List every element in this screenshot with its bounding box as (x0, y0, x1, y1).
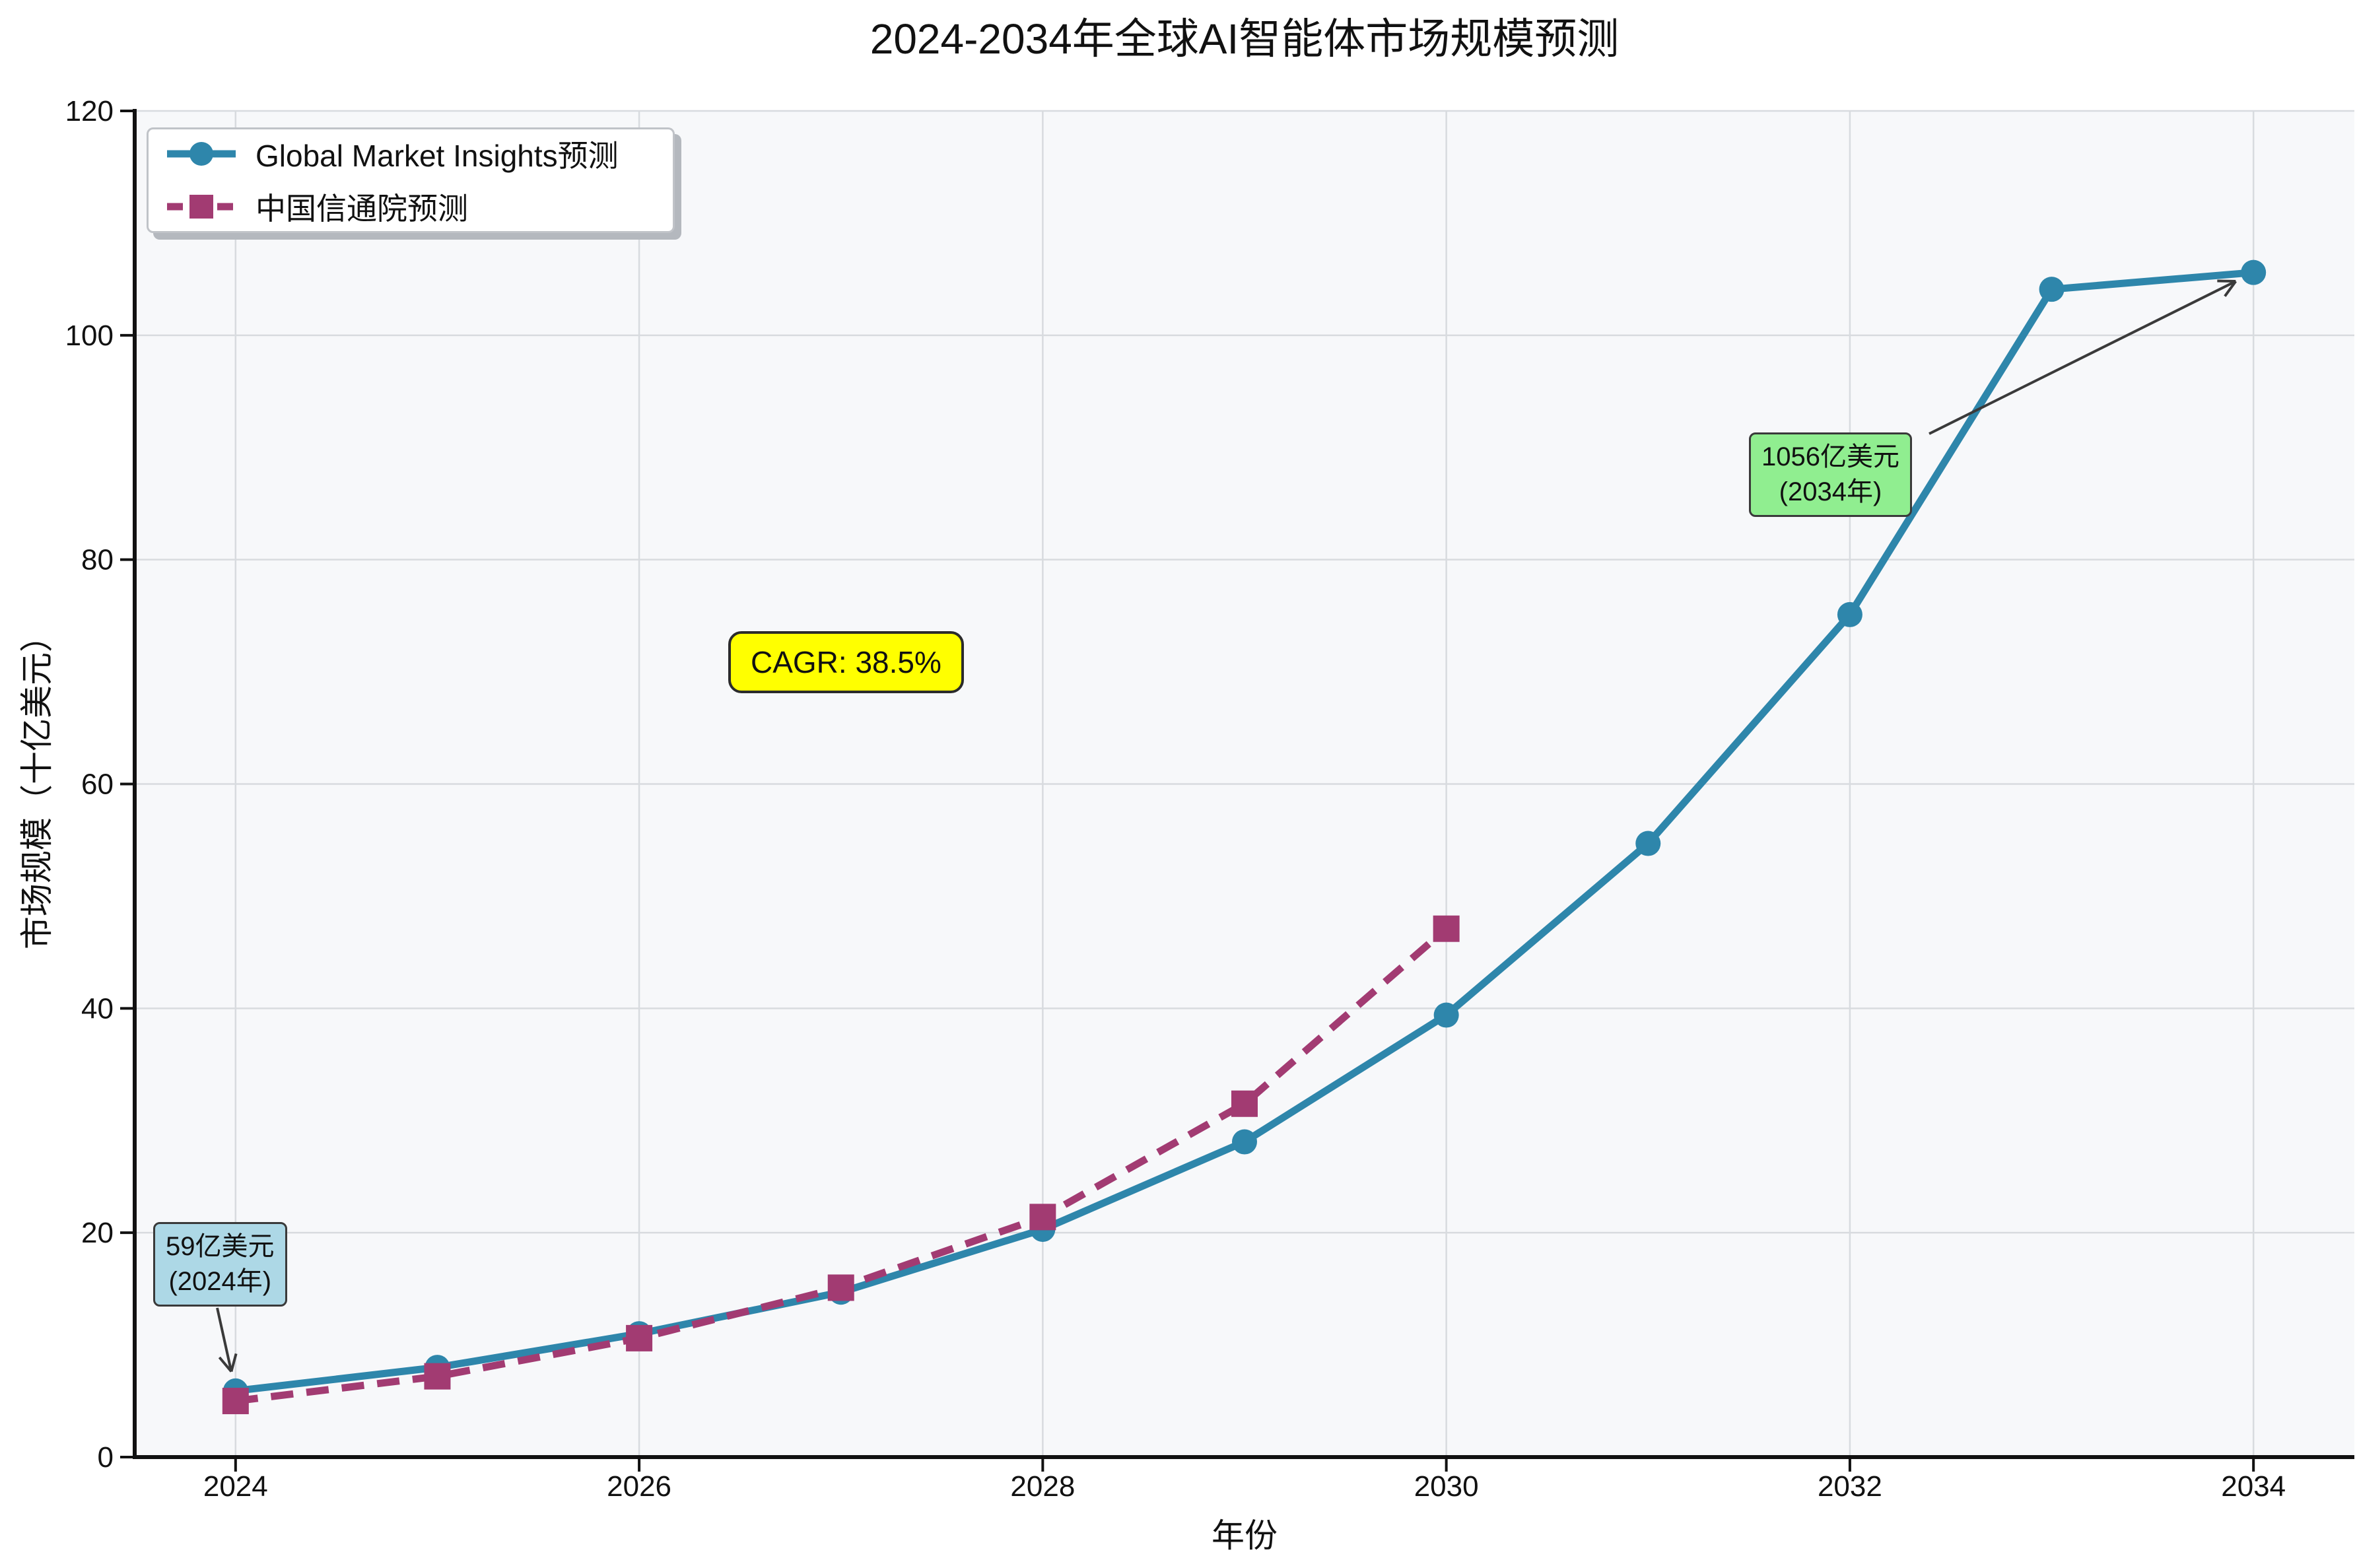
annotation-2024-value: 59亿美元 (2024年) (153, 1222, 287, 1307)
data-point-circle (1837, 601, 1862, 627)
annotation-arrowhead (230, 1353, 238, 1372)
legend-line-circle-icon (167, 142, 236, 166)
chart-title: 2024-2034年全球AI智能体市场规模预测 (870, 15, 1620, 63)
annotation-arrowhead (2217, 279, 2236, 283)
annotation-2024-line1: 59亿美元 (166, 1232, 275, 1261)
legend: Global Market Insights预测 中国信通院预测 (147, 127, 675, 233)
legend-line-square-icon (167, 195, 236, 219)
y-axis-label: 市场规模（十亿美元） (18, 619, 55, 949)
y-tick-label: 100 (65, 320, 114, 352)
data-point-circle (2241, 259, 2267, 285)
data-point-square (1231, 1090, 1258, 1117)
y-tick-label: 0 (98, 1441, 114, 1474)
annotation-arrow (1929, 280, 2237, 435)
data-point-circle (2039, 277, 2065, 302)
x-tick-label: 2024 (203, 1470, 268, 1503)
y-tick-label: 80 (81, 544, 114, 576)
x-tick-label: 2026 (607, 1470, 671, 1503)
annotation-2024-line2: (2024年) (168, 1266, 272, 1296)
annotation-2034-line2: (2034年) (1779, 477, 1882, 506)
data-point-square (827, 1274, 854, 1301)
data-point-square (424, 1363, 451, 1390)
annotation-2034-value: 1056亿美元 (2034年) (1749, 432, 1912, 517)
x-tick-label: 2028 (1010, 1470, 1075, 1503)
annotation-arrowhead (218, 1356, 232, 1373)
data-point-circle (1635, 831, 1661, 856)
y-tick-label: 120 (65, 95, 114, 127)
data-point-square (1029, 1204, 1056, 1231)
legend-item-caict: 中国信通院预测 (164, 185, 673, 228)
y-tick-label: 60 (81, 768, 114, 801)
data-point-circle (1433, 1002, 1459, 1028)
annotation-arrow (216, 1307, 233, 1372)
y-tick-label: 20 (81, 1217, 114, 1249)
legend-item-gmi: Global Market Insights预测 (164, 132, 673, 176)
annotation-arrowhead (2224, 280, 2237, 297)
data-point-square (1433, 915, 1460, 942)
x-axis-label: 年份 (1212, 1517, 1278, 1554)
data-point-square (222, 1388, 249, 1415)
data-point-circle (1232, 1129, 1257, 1155)
y-tick-label: 40 (81, 992, 114, 1025)
x-tick-label: 2034 (2221, 1470, 2286, 1503)
annotation-2034-line1: 1056亿美元 (1761, 442, 1899, 471)
x-tick-label: 2030 (1414, 1470, 1479, 1503)
legend-label-caict: 中国信通院预测 (256, 191, 468, 226)
data-point-square (626, 1324, 653, 1351)
annotation-cagr: CAGR: 38.5% (728, 631, 964, 693)
x-tick-label: 2032 (1818, 1470, 1882, 1503)
legend-label-gmi: Global Market Insights预测 (256, 139, 619, 173)
